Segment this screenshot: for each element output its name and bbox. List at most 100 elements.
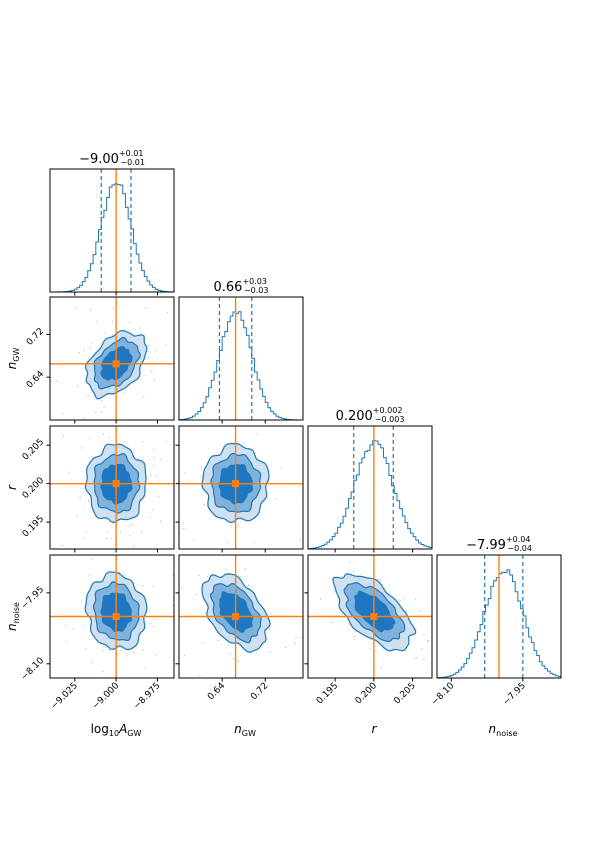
sample-point — [56, 380, 58, 382]
sample-point — [142, 441, 144, 443]
sample-point — [62, 434, 65, 437]
sample-point — [106, 432, 107, 433]
histogram-n_GW — [179, 311, 303, 420]
sample-point — [103, 332, 105, 334]
sample-point — [85, 648, 87, 650]
panel-r-vs-n_GW — [106, 417, 337, 586]
sample-point — [152, 508, 154, 510]
panel-n_GW-vs-log10_A_GW — [49, 288, 175, 421]
sample-point — [244, 568, 246, 570]
sample-point — [182, 522, 184, 524]
label-part: n — [5, 623, 19, 631]
sample-point — [211, 635, 212, 636]
sample-point — [16, 588, 17, 589]
sample-point — [132, 651, 135, 653]
sample-point — [37, 436, 38, 437]
sample-point — [112, 307, 115, 310]
hist-title-n_noise: −7.99+0.04 −0.04 — [466, 535, 532, 553]
sample-point — [142, 585, 144, 587]
label-part: noise — [12, 602, 21, 623]
truth-marker — [112, 360, 120, 368]
x-tick-label: 0.72 — [249, 681, 270, 702]
sample-point — [102, 433, 105, 435]
title-plus: +0.04 — [506, 535, 531, 544]
sample-point — [379, 579, 382, 581]
title-plus: +0.03 — [242, 277, 267, 286]
label-part: A — [118, 722, 127, 736]
sample-point — [111, 320, 114, 323]
hist-title-n_GW: 0.66+0.03 −0.03 — [214, 277, 269, 295]
sample-point — [298, 485, 300, 487]
title-value: −7.99 — [466, 538, 506, 553]
y-axis-label-n_noise: nnoise — [5, 602, 21, 631]
sample-point — [168, 431, 169, 432]
title-value: 0.200 — [336, 409, 373, 424]
sample-point — [47, 619, 48, 620]
panel-frame — [307, 554, 433, 679]
label-part: n — [489, 722, 497, 736]
sample-point — [415, 598, 417, 600]
label-part: GW — [242, 729, 256, 738]
sample-point — [304, 660, 305, 661]
sample-point — [144, 667, 146, 669]
sample-point — [146, 514, 147, 515]
sample-point — [247, 584, 250, 586]
title-minus: −0.04 — [507, 544, 532, 553]
label-part: r — [372, 722, 378, 736]
sample-point — [247, 685, 248, 686]
sample-point — [253, 542, 255, 544]
sample-point — [172, 605, 174, 607]
truth-marker — [112, 613, 120, 620]
sample-point — [237, 660, 240, 663]
label-part: log — [91, 722, 109, 736]
sample-point — [269, 613, 272, 615]
panel-frame — [436, 554, 562, 679]
sample-point — [193, 539, 195, 541]
hist-panel-n_GW: 0.66+0.03 −0.03 — [178, 277, 304, 421]
y-tick-label: 0.205 — [21, 437, 46, 462]
sample-point — [336, 571, 337, 572]
sample-point — [79, 495, 81, 497]
sample-point — [289, 417, 290, 418]
sample-point — [103, 650, 105, 652]
sample-point — [284, 646, 287, 649]
truth-marker — [370, 613, 378, 620]
sample-point — [94, 288, 95, 289]
sample-point — [153, 448, 155, 450]
sample-point — [426, 640, 429, 642]
sample-point — [282, 560, 283, 561]
sample-point — [202, 642, 204, 644]
sample-point — [126, 655, 128, 657]
panel-frame — [178, 425, 304, 550]
sample-point — [64, 624, 67, 627]
sample-point — [333, 591, 336, 593]
sample-point — [368, 552, 369, 553]
sample-point — [167, 418, 168, 419]
sample-point — [356, 550, 357, 551]
sample-point — [91, 342, 93, 344]
sample-point — [72, 628, 74, 630]
panel-frame — [49, 168, 175, 293]
sample-point — [233, 658, 235, 660]
sample-point — [129, 535, 132, 537]
sample-point — [197, 585, 198, 586]
sample-point — [148, 345, 150, 347]
sample-point — [89, 437, 91, 440]
x-tick-label: 0.200 — [354, 681, 379, 706]
sample-point — [106, 538, 108, 540]
sample-point — [83, 349, 85, 352]
label-part: r — [5, 484, 19, 490]
sample-point — [348, 561, 350, 563]
sample-point — [285, 624, 286, 625]
sample-point — [402, 597, 404, 599]
truth-marker — [232, 480, 240, 488]
y-tick-label: 0.195 — [21, 514, 46, 539]
sample-point — [200, 475, 202, 478]
sample-point — [121, 537, 122, 538]
sample-point — [191, 537, 192, 538]
hist-title-log10_A_GW: −9.00+0.01 −0.01 — [79, 149, 145, 167]
panel-frame — [49, 425, 175, 550]
sample-point — [108, 649, 110, 651]
sample-point — [89, 308, 92, 311]
